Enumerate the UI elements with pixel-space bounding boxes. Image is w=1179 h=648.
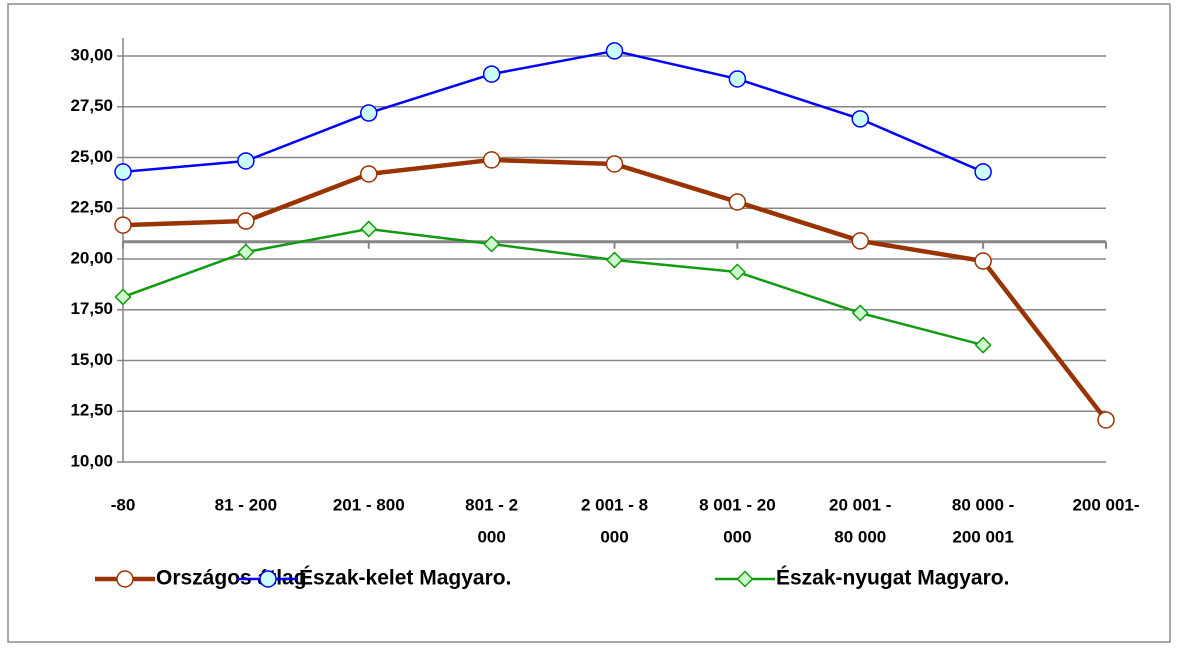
x-tick-label: 200 001- <box>1072 495 1139 514</box>
marker <box>974 163 992 181</box>
marker <box>728 263 746 281</box>
x-tick-label: 81 - 200 <box>215 495 277 514</box>
marker <box>851 110 869 128</box>
marker <box>605 42 624 60</box>
legend-label: Észak-nyugat Magyaro. <box>776 567 1009 590</box>
marker <box>728 193 747 211</box>
x-tick-label: 80 000 <box>834 527 886 546</box>
x-tick-label: -80 <box>111 495 136 514</box>
marker <box>974 336 992 354</box>
x-tick-label: 801 - 2 <box>465 495 518 514</box>
y-tick-label: 17,50 <box>70 299 113 318</box>
x-tick-label: 80 000 - <box>952 495 1014 514</box>
marker <box>851 232 869 250</box>
marker <box>482 65 501 83</box>
x-tick-label: 201 - 800 <box>333 495 405 514</box>
x-tick-label: 8 001 - 20 <box>699 495 776 514</box>
x-tick-label: 000 <box>477 527 505 546</box>
marker <box>360 165 378 183</box>
marker <box>851 304 869 322</box>
marker <box>237 212 255 230</box>
marker <box>116 570 134 588</box>
x-tick-label: 000 <box>600 527 628 546</box>
marker <box>974 252 992 270</box>
y-tick-label: 30,00 <box>70 45 113 64</box>
x-tick-label: 000 <box>723 527 751 546</box>
chart-frame <box>7 3 1171 643</box>
y-tick-label: 27,50 <box>70 96 113 115</box>
legend-label: Észak-kelet Magyaro. <box>299 567 511 590</box>
marker <box>728 70 747 88</box>
marker <box>605 155 624 173</box>
marker <box>114 216 132 234</box>
marker <box>605 251 624 269</box>
y-tick-label: 25,00 <box>70 147 113 166</box>
x-tick-label: 2 001 - 8 <box>581 495 648 514</box>
x-tick-label: 20 001 - <box>829 495 891 514</box>
marker <box>237 243 255 261</box>
marker <box>360 220 378 238</box>
marker <box>1097 411 1115 429</box>
marker <box>114 288 132 306</box>
y-tick-label: 10,00 <box>70 451 113 470</box>
marker <box>237 152 255 170</box>
marker <box>360 104 378 122</box>
y-tick-label: 15,00 <box>70 350 113 369</box>
marker <box>259 570 277 588</box>
y-tick-label: 12,50 <box>70 401 113 420</box>
series-line <box>122 227 984 347</box>
marker <box>736 570 754 588</box>
y-tick-label: 22,50 <box>70 198 113 217</box>
marker <box>482 151 501 169</box>
y-tick-label: 20,00 <box>70 248 113 267</box>
marker <box>483 235 501 253</box>
series-line <box>122 49 984 174</box>
x-tick-label: 200 001 <box>952 527 1013 546</box>
marker <box>114 163 132 181</box>
